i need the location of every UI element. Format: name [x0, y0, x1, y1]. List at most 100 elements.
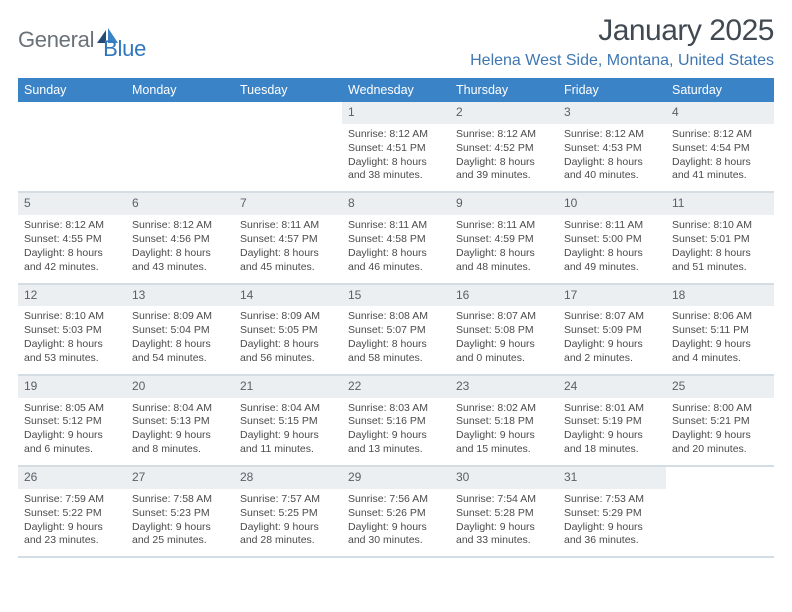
sunset-line: Sunset: 5:08 PM: [456, 324, 552, 338]
sunrise-line: Sunrise: 7:53 AM: [564, 493, 660, 507]
location-subtitle: Helena West Side, Montana, United States: [470, 52, 774, 70]
day-number: 7: [234, 193, 342, 215]
daylight-line-2: and 53 minutes.: [24, 352, 120, 366]
daylight-line-1: Daylight: 8 hours: [456, 156, 552, 170]
calendar-day: 31Sunrise: 7:53 AMSunset: 5:29 PMDayligh…: [558, 467, 666, 556]
day-number: 25: [666, 376, 774, 398]
sunrise-line: Sunrise: 7:59 AM: [24, 493, 120, 507]
daylight-line-1: Daylight: 9 hours: [672, 429, 768, 443]
calendar-day: 4Sunrise: 8:12 AMSunset: 4:54 PMDaylight…: [666, 102, 774, 191]
daylight-line-2: and 25 minutes.: [132, 534, 228, 548]
sunrise-line: Sunrise: 8:11 AM: [348, 219, 444, 233]
calendar-day: 9Sunrise: 8:11 AMSunset: 4:59 PMDaylight…: [450, 193, 558, 282]
daylight-line-2: and 58 minutes.: [348, 352, 444, 366]
title-block: January 2025 Helena West Side, Montana, …: [470, 14, 774, 70]
sunrise-line: Sunrise: 8:10 AM: [24, 310, 120, 324]
daylight-line-2: and 0 minutes.: [456, 352, 552, 366]
daylight-line-1: Daylight: 9 hours: [672, 338, 768, 352]
sunset-line: Sunset: 5:00 PM: [564, 233, 660, 247]
day-number: 22: [342, 376, 450, 398]
daylight-line-2: and 45 minutes.: [240, 261, 336, 275]
calendar-day: 14Sunrise: 8:09 AMSunset: 5:05 PMDayligh…: [234, 285, 342, 374]
calendar-week: 5Sunrise: 8:12 AMSunset: 4:55 PMDaylight…: [18, 193, 774, 284]
sunrise-line: Sunrise: 8:11 AM: [456, 219, 552, 233]
sunrise-line: Sunrise: 8:08 AM: [348, 310, 444, 324]
calendar-day: 20Sunrise: 8:04 AMSunset: 5:13 PMDayligh…: [126, 376, 234, 465]
day-number: 11: [666, 193, 774, 215]
daylight-line-2: and 18 minutes.: [564, 443, 660, 457]
sunset-line: Sunset: 5:28 PM: [456, 507, 552, 521]
sunset-line: Sunset: 5:19 PM: [564, 415, 660, 429]
day-number: 18: [666, 285, 774, 307]
daylight-line-2: and 49 minutes.: [564, 261, 660, 275]
calendar-week: 19Sunrise: 8:05 AMSunset: 5:12 PMDayligh…: [18, 376, 774, 467]
sunrise-line: Sunrise: 8:11 AM: [240, 219, 336, 233]
daylight-line-2: and 8 minutes.: [132, 443, 228, 457]
calendar-week: 12Sunrise: 8:10 AMSunset: 5:03 PMDayligh…: [18, 285, 774, 376]
daylight-line-1: Daylight: 9 hours: [132, 521, 228, 535]
calendar-day: 15Sunrise: 8:08 AMSunset: 5:07 PMDayligh…: [342, 285, 450, 374]
weekday-header: Tuesday: [234, 78, 342, 102]
sunset-line: Sunset: 5:25 PM: [240, 507, 336, 521]
daylight-line-2: and 39 minutes.: [456, 169, 552, 183]
sunset-line: Sunset: 5:23 PM: [132, 507, 228, 521]
calendar-day: 6Sunrise: 8:12 AMSunset: 4:56 PMDaylight…: [126, 193, 234, 282]
sunrise-line: Sunrise: 8:12 AM: [24, 219, 120, 233]
sunset-line: Sunset: 5:04 PM: [132, 324, 228, 338]
sunrise-line: Sunrise: 8:12 AM: [132, 219, 228, 233]
day-number: 16: [450, 285, 558, 307]
sunset-line: Sunset: 5:16 PM: [348, 415, 444, 429]
calendar-day: 24Sunrise: 8:01 AMSunset: 5:19 PMDayligh…: [558, 376, 666, 465]
daylight-line-1: Daylight: 8 hours: [672, 247, 768, 261]
daylight-line-1: Daylight: 9 hours: [24, 429, 120, 443]
brand-logo: General Blue: [18, 18, 146, 62]
sunset-line: Sunset: 4:59 PM: [456, 233, 552, 247]
sunrise-line: Sunrise: 8:12 AM: [348, 128, 444, 142]
sunrise-line: Sunrise: 8:02 AM: [456, 402, 552, 416]
day-number: 21: [234, 376, 342, 398]
daylight-line-1: Daylight: 8 hours: [348, 247, 444, 261]
sunset-line: Sunset: 5:22 PM: [24, 507, 120, 521]
weekday-header: Monday: [126, 78, 234, 102]
day-number: 1: [342, 102, 450, 124]
day-number: 13: [126, 285, 234, 307]
weekday-header: Sunday: [18, 78, 126, 102]
sunrise-line: Sunrise: 8:05 AM: [24, 402, 120, 416]
sunset-line: Sunset: 4:55 PM: [24, 233, 120, 247]
day-number: 8: [342, 193, 450, 215]
brand-text-general: General: [18, 27, 94, 53]
calendar-day-empty: [126, 102, 234, 191]
calendar-day: 29Sunrise: 7:56 AMSunset: 5:26 PMDayligh…: [342, 467, 450, 556]
daylight-line-1: Daylight: 9 hours: [564, 429, 660, 443]
day-number: 2: [450, 102, 558, 124]
day-number: 30: [450, 467, 558, 489]
sunrise-line: Sunrise: 8:09 AM: [240, 310, 336, 324]
calendar-week: 1Sunrise: 8:12 AMSunset: 4:51 PMDaylight…: [18, 102, 774, 193]
day-number: 4: [666, 102, 774, 124]
calendar-day: 28Sunrise: 7:57 AMSunset: 5:25 PMDayligh…: [234, 467, 342, 556]
page-header: General Blue January 2025 Helena West Si…: [18, 14, 774, 70]
day-number: 5: [18, 193, 126, 215]
daylight-line-1: Daylight: 8 hours: [132, 247, 228, 261]
daylight-line-2: and 20 minutes.: [672, 443, 768, 457]
day-number: 3: [558, 102, 666, 124]
day-number: 27: [126, 467, 234, 489]
sunrise-line: Sunrise: 8:04 AM: [132, 402, 228, 416]
day-number: 17: [558, 285, 666, 307]
daylight-line-2: and 6 minutes.: [24, 443, 120, 457]
sunset-line: Sunset: 5:05 PM: [240, 324, 336, 338]
calendar-day: 19Sunrise: 8:05 AMSunset: 5:12 PMDayligh…: [18, 376, 126, 465]
daylight-line-1: Daylight: 9 hours: [456, 429, 552, 443]
weekday-header: Friday: [558, 78, 666, 102]
sunrise-line: Sunrise: 8:06 AM: [672, 310, 768, 324]
daylight-line-1: Daylight: 9 hours: [456, 521, 552, 535]
day-number: 28: [234, 467, 342, 489]
daylight-line-1: Daylight: 9 hours: [240, 521, 336, 535]
calendar-day: 18Sunrise: 8:06 AMSunset: 5:11 PMDayligh…: [666, 285, 774, 374]
daylight-line-1: Daylight: 8 hours: [132, 338, 228, 352]
weekday-header: Saturday: [666, 78, 774, 102]
daylight-line-1: Daylight: 8 hours: [240, 338, 336, 352]
sunrise-line: Sunrise: 8:12 AM: [456, 128, 552, 142]
daylight-line-2: and 33 minutes.: [456, 534, 552, 548]
sunset-line: Sunset: 4:58 PM: [348, 233, 444, 247]
